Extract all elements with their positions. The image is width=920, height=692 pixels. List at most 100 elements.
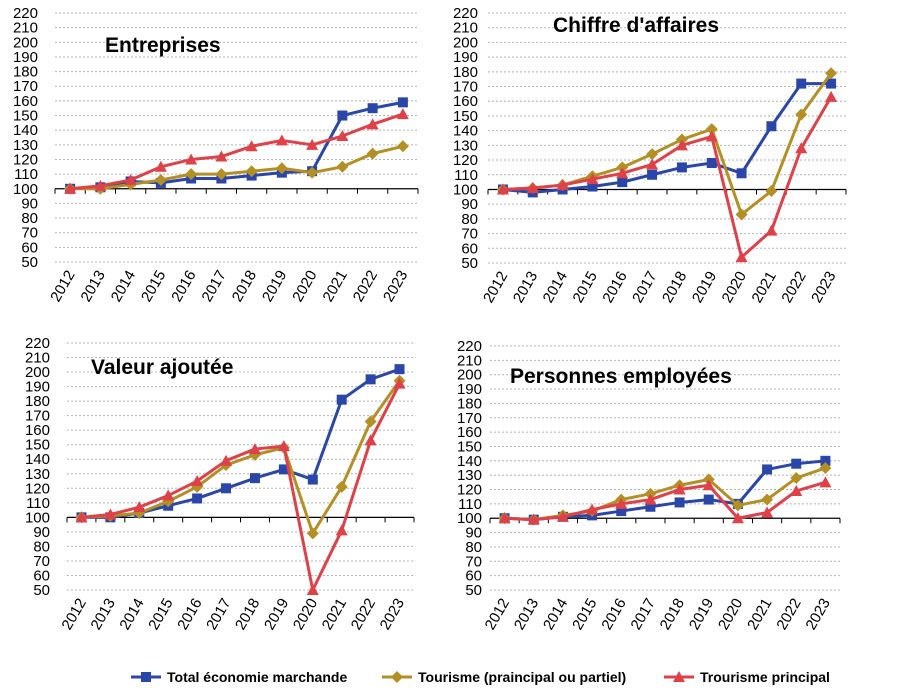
panel-title: Entreprises [105,34,221,57]
y-tick-label: 120 [25,480,50,497]
y-tick-label: 90 [465,525,482,542]
y-tick-label: 100 [13,181,38,198]
x-tick-label: 2012 [480,268,511,305]
y-tick-label: 190 [13,49,38,66]
x-tick-label: 2018 [232,596,263,633]
panel-title: Chiffre d'affaires [553,14,719,37]
y-tick-label: 200 [25,364,50,381]
x-tick-label: 2023 [380,268,411,305]
x-tick-label: 2013 [87,596,118,633]
data-point [735,251,748,263]
y-tick-label: 70 [33,553,50,570]
data-point [94,179,107,191]
data-point [647,169,658,180]
x-tick-label: 2022 [773,596,804,633]
y-tick-label: 190 [453,49,478,66]
data-point [825,90,838,102]
x-tick-label: 2020 [289,268,320,305]
y-tick-label: 120 [453,152,478,169]
x-tick-label: 2012 [47,268,78,305]
legend-marker [673,671,685,682]
y-tick-label: 200 [453,34,478,51]
data-point [526,182,539,193]
data-point [306,527,319,540]
y-tick-label: 190 [457,381,482,398]
y-tick-label: 150 [453,108,478,125]
y-tick-label: 160 [453,93,478,110]
y-tick-label: 160 [13,93,38,110]
series-line [502,82,832,194]
data-point [498,512,511,524]
data-point [645,501,656,512]
x-tick-label: 2015 [145,596,176,633]
x-tick-label: 2018 [657,596,688,633]
data-point [527,513,540,525]
y-tick-label: 90 [461,196,478,213]
data-point [765,184,778,197]
x-tick-label: 2017 [627,596,658,633]
data-point [191,475,204,487]
y-tick-label: 100 [457,510,482,527]
data-point [819,462,832,474]
x-tick-label: 2014 [540,269,571,306]
data-point [795,108,808,121]
y-tick-label: 80 [461,211,478,228]
data-point [275,134,288,146]
data-point [64,182,77,194]
data-point [220,454,233,466]
x-tick-label: 2014 [116,596,147,633]
x-tick-label: 2016 [598,596,629,633]
y-tick-label: 210 [13,20,38,37]
data-point [820,455,831,466]
x-tick-label: 2022 [350,268,381,305]
series-line [504,480,826,522]
data-point [275,162,288,175]
data-point [306,584,319,595]
y-tick-label: 220 [25,335,50,352]
x-tick-label: 2013 [77,268,108,305]
y-tick-label: 70 [21,225,38,242]
y-tick-label: 110 [26,495,50,512]
y-tick-label: 180 [25,393,50,410]
data-point [761,493,774,506]
x-tick-label: 2017 [198,268,229,305]
y-tick-label: 100 [453,181,478,198]
y-tick-label: 170 [25,408,50,425]
data-point [307,474,318,485]
series-line [502,96,833,259]
data-point [366,118,379,130]
y-tick-label: 140 [25,451,50,468]
y-tick-label: 130 [25,466,50,483]
y-tick-label: 110 [14,166,38,183]
data-point [364,434,377,446]
y-tick-label: 50 [461,255,478,272]
data-point [790,472,803,485]
x-tick-label: 2012 [59,596,90,633]
data-point [397,97,408,108]
data-point [616,506,627,517]
data-point [765,224,778,236]
y-tick-label: 50 [33,582,50,599]
data-point [705,123,718,136]
data-point [336,130,349,142]
y-tick-label: 120 [457,482,482,499]
data-point [617,177,628,188]
x-tick-label: 2023 [377,596,408,633]
data-point [761,506,774,518]
y-tick-label: 120 [13,151,38,168]
y-tick-label: 130 [457,467,482,484]
y-tick-label: 170 [13,78,38,95]
x-tick-label: 2022 [778,269,809,306]
x-tick-label: 2019 [261,596,292,633]
data-point [762,464,773,475]
y-tick-label: 60 [465,568,482,585]
data-point [731,499,744,512]
y-tick-label: 180 [453,64,478,81]
y-tick-label: 210 [457,352,482,369]
data-point [133,501,146,513]
data-point [644,493,657,505]
data-point [826,78,837,89]
y-tick-label: 170 [457,410,482,427]
data-point [646,158,659,170]
data-point [245,140,258,152]
